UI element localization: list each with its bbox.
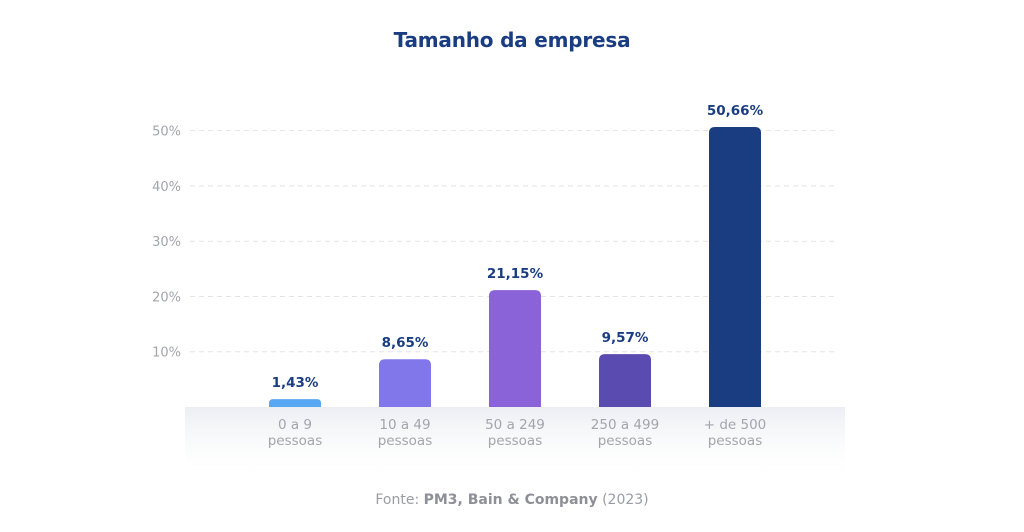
y-axis: 10% 20% 30% 40% 50% — [152, 125, 181, 361]
source-name: PM3, Bain & Company — [423, 492, 598, 508]
value-label: 9,57% — [602, 330, 649, 346]
source-prefix: Fonte: — [375, 492, 420, 508]
value-label: 1,43% — [272, 375, 319, 391]
x-tick-label: pessoas — [268, 433, 323, 449]
x-tick-label: pessoas — [598, 433, 653, 449]
x-tick-label: 0 a 9 — [278, 417, 312, 433]
value-label: 50,66% — [707, 103, 764, 119]
value-label: 8,65% — [382, 335, 429, 351]
x-tick-label: 250 a 499 — [591, 417, 659, 433]
y-tick-label: 20% — [152, 290, 181, 305]
bar — [709, 127, 761, 407]
bar — [489, 290, 541, 407]
y-tick-label: 30% — [152, 235, 181, 250]
chart-title: Tamanho da empresa — [393, 28, 631, 52]
x-tick-label: + de 500 — [704, 417, 767, 433]
x-tick-label: pessoas — [488, 433, 543, 449]
y-tick-label: 10% — [152, 346, 181, 361]
bars — [269, 127, 761, 407]
x-tick-label: pessoas — [378, 433, 433, 449]
x-tick-label: 10 a 49 — [379, 417, 430, 433]
x-tick-label: pessoas — [708, 433, 763, 449]
value-labels: 1,43% 8,65% 21,15% 9,57% 50,66% — [272, 103, 764, 391]
value-label: 21,15% — [487, 266, 544, 282]
chart-floor-shadow — [185, 407, 845, 482]
bar — [379, 359, 431, 407]
y-tick-label: 40% — [152, 180, 181, 195]
bar — [269, 399, 321, 407]
source-year: (2023) — [602, 492, 649, 508]
source-note: Fonte: PM3, Bain & Company (2023) — [0, 492, 1024, 508]
x-tick-label: 50 a 249 — [485, 417, 545, 433]
bar — [599, 354, 651, 407]
y-tick-label: 50% — [152, 125, 181, 140]
